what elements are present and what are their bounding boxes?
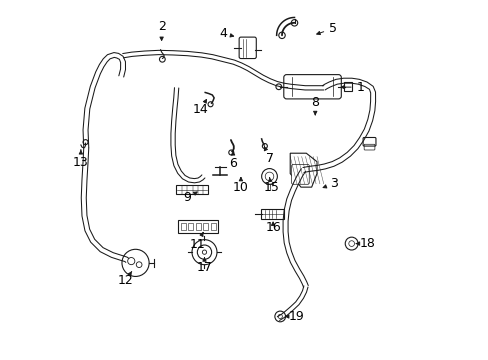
Text: 15: 15 bbox=[263, 178, 279, 194]
Text: 13: 13 bbox=[73, 150, 89, 168]
Text: 6: 6 bbox=[229, 152, 237, 170]
Text: 3: 3 bbox=[323, 177, 337, 190]
Text: 14: 14 bbox=[193, 99, 208, 116]
Text: 16: 16 bbox=[264, 221, 281, 234]
Text: 10: 10 bbox=[232, 177, 248, 194]
Text: 17: 17 bbox=[196, 258, 212, 274]
FancyBboxPatch shape bbox=[291, 165, 308, 184]
Text: 11: 11 bbox=[189, 233, 205, 251]
Text: 7: 7 bbox=[264, 147, 273, 165]
Text: 9: 9 bbox=[183, 192, 197, 204]
Text: 8: 8 bbox=[310, 96, 319, 115]
Text: 12: 12 bbox=[118, 271, 133, 287]
Text: 2: 2 bbox=[157, 20, 165, 40]
Text: 19: 19 bbox=[285, 310, 304, 323]
Text: 5: 5 bbox=[316, 22, 336, 35]
Text: 18: 18 bbox=[356, 237, 375, 250]
Text: 4: 4 bbox=[219, 27, 233, 40]
Text: 1: 1 bbox=[341, 81, 364, 94]
